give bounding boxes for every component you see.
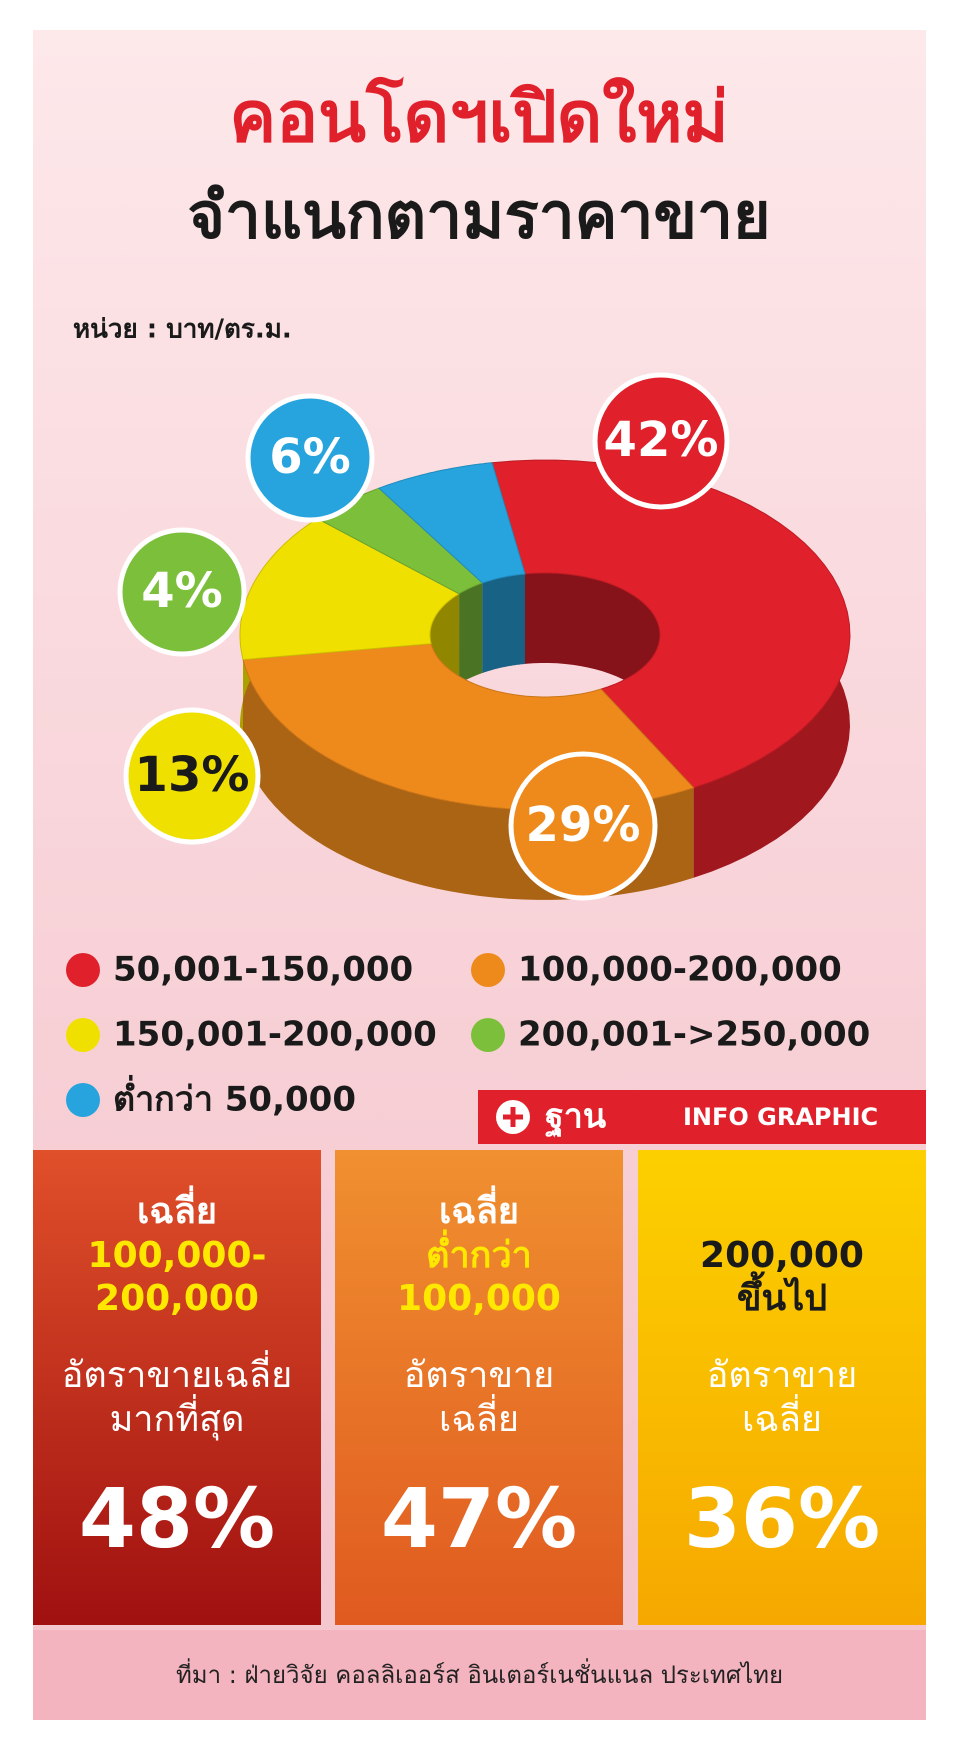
legend-swatch — [471, 1018, 505, 1052]
label-bubble — [117, 527, 247, 657]
panel-desc: อัตราขาย — [706, 1355, 858, 1397]
data-label: 4% — [141, 563, 223, 619]
legend-swatch — [66, 1018, 100, 1052]
panel-rate: 47% — [380, 1471, 578, 1567]
panel-heading: เฉลี่ย — [439, 1191, 519, 1232]
panel-heading — [638, 1190, 926, 1234]
legend-label: ต่ำกว่า 50,000 — [113, 1075, 356, 1120]
panel-range: 200,000 — [95, 1278, 259, 1320]
panel: 200,000 ขึ้นไป อัตราขาย เฉลี่ย 36% — [638, 1150, 926, 1625]
infographic: คอนโดฯเปิดใหม่ จำแนกตามราคาขาย หน่วย : บ… — [33, 30, 926, 1720]
panel-rate: 48% — [78, 1471, 276, 1567]
panel-desc: เฉลี่ย — [439, 1398, 519, 1440]
chart-title: คอนโดฯเปิดใหม่ — [229, 76, 728, 158]
panel-range: ต่ำกว่า — [426, 1235, 532, 1276]
data-label: 42% — [604, 412, 719, 468]
label-bubble — [508, 751, 658, 901]
legend-swatch — [66, 953, 100, 987]
legend-swatch — [66, 1083, 100, 1117]
panel-rate: 36% — [683, 1471, 881, 1567]
legend-label: 150,001-200,000 — [113, 1015, 437, 1055]
panel-desc: เฉลี่ย — [742, 1398, 822, 1440]
brand-bar: ฐาน INFO GRAPHIC — [478, 1090, 926, 1144]
data-label: 13% — [135, 747, 250, 803]
panel: เฉลี่ย 100,000- 200,000 อัตราขายเฉลี่ย ม… — [33, 1150, 321, 1625]
slice-inner-wall — [459, 583, 483, 684]
panel-range: ขึ้นไป — [736, 1278, 828, 1320]
brand-plus — [503, 1107, 523, 1127]
slice-inner-wall — [482, 573, 525, 673]
panel-desc: อัตราขายเฉลี่ย — [61, 1355, 293, 1397]
label-bubble — [245, 393, 375, 523]
legend-label: 200,001->250,000 — [518, 1015, 870, 1055]
panel: เฉลี่ย ต่ำกว่า 100,000 อัตราขาย เฉลี่ย 4… — [335, 1150, 623, 1625]
panel-range: 100,000 — [397, 1278, 561, 1320]
brand-tag: INFO GRAPHIC — [683, 1103, 878, 1131]
chart-subtitle: จำแนกตามราคาขาย — [187, 180, 770, 254]
panel-range: 100,000- — [87, 1235, 267, 1276]
panel-desc: อัตราขาย — [403, 1355, 555, 1397]
legend-label: 100,000-200,000 — [518, 950, 842, 990]
brand-name: ฐาน — [545, 1097, 606, 1139]
legend-label: 50,001-150,000 — [113, 950, 413, 990]
data-label: 29% — [526, 797, 641, 853]
panel-heading: เฉลี่ย — [137, 1191, 217, 1232]
label-bubble — [592, 372, 730, 510]
legend-swatch — [471, 953, 505, 987]
slice — [378, 462, 526, 584]
unit-label: หน่วย : บาท/ตร.ม. — [73, 315, 292, 345]
chart: คอนโดฯเปิดใหม่ จำแนกตามราคาขาย หน่วย : บ… — [66, 76, 926, 1144]
panel-range: 200,000 — [700, 1235, 864, 1276]
panel-desc: มากที่สุด — [109, 1398, 245, 1440]
label-bubble — [123, 707, 261, 845]
brand-bg — [478, 1090, 926, 1144]
data-label: 6% — [269, 429, 351, 485]
source: ที่มา : ฝ่ายวิจัย คอลลิเออร์ส อินเตอร์เน… — [33, 1630, 926, 1720]
